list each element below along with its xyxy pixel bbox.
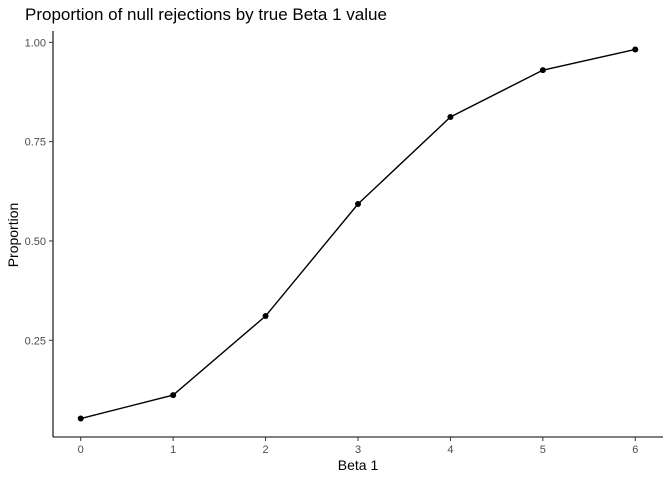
data-point <box>170 392 177 399</box>
x-tick-label: 2 <box>263 444 269 456</box>
x-tick-label: 3 <box>355 444 361 456</box>
x-tick-label: 4 <box>447 444 453 456</box>
x-tick-label: 1 <box>170 444 176 456</box>
y-tick-label: 1.00 <box>25 37 46 49</box>
data-point <box>262 313 269 320</box>
data-point <box>355 201 361 208</box>
y-tick-label: 0.75 <box>25 137 46 149</box>
chart-title: Proportion of null rejections by true Be… <box>25 5 387 24</box>
data-point <box>632 46 639 53</box>
x-axis-ticks: 0 1 2 3 4 5 6 <box>78 437 638 456</box>
series-line <box>80 48 636 420</box>
data-point <box>77 415 84 422</box>
data-point <box>447 114 454 121</box>
y-axis-title: Proportion <box>5 203 21 268</box>
y-tick-label: 0.25 <box>25 335 46 347</box>
y-tick-label: 0.50 <box>25 236 46 248</box>
series-proportion <box>77 46 639 422</box>
y-axis-ticks: 0.25 0.50 0.75 1.00 <box>25 37 53 347</box>
x-tick-label: 5 <box>540 444 546 456</box>
x-tick-label: 6 <box>632 444 638 456</box>
data-point <box>539 67 546 74</box>
x-axis-title: Beta 1 <box>338 457 379 473</box>
x-tick-label: 0 <box>78 444 84 456</box>
